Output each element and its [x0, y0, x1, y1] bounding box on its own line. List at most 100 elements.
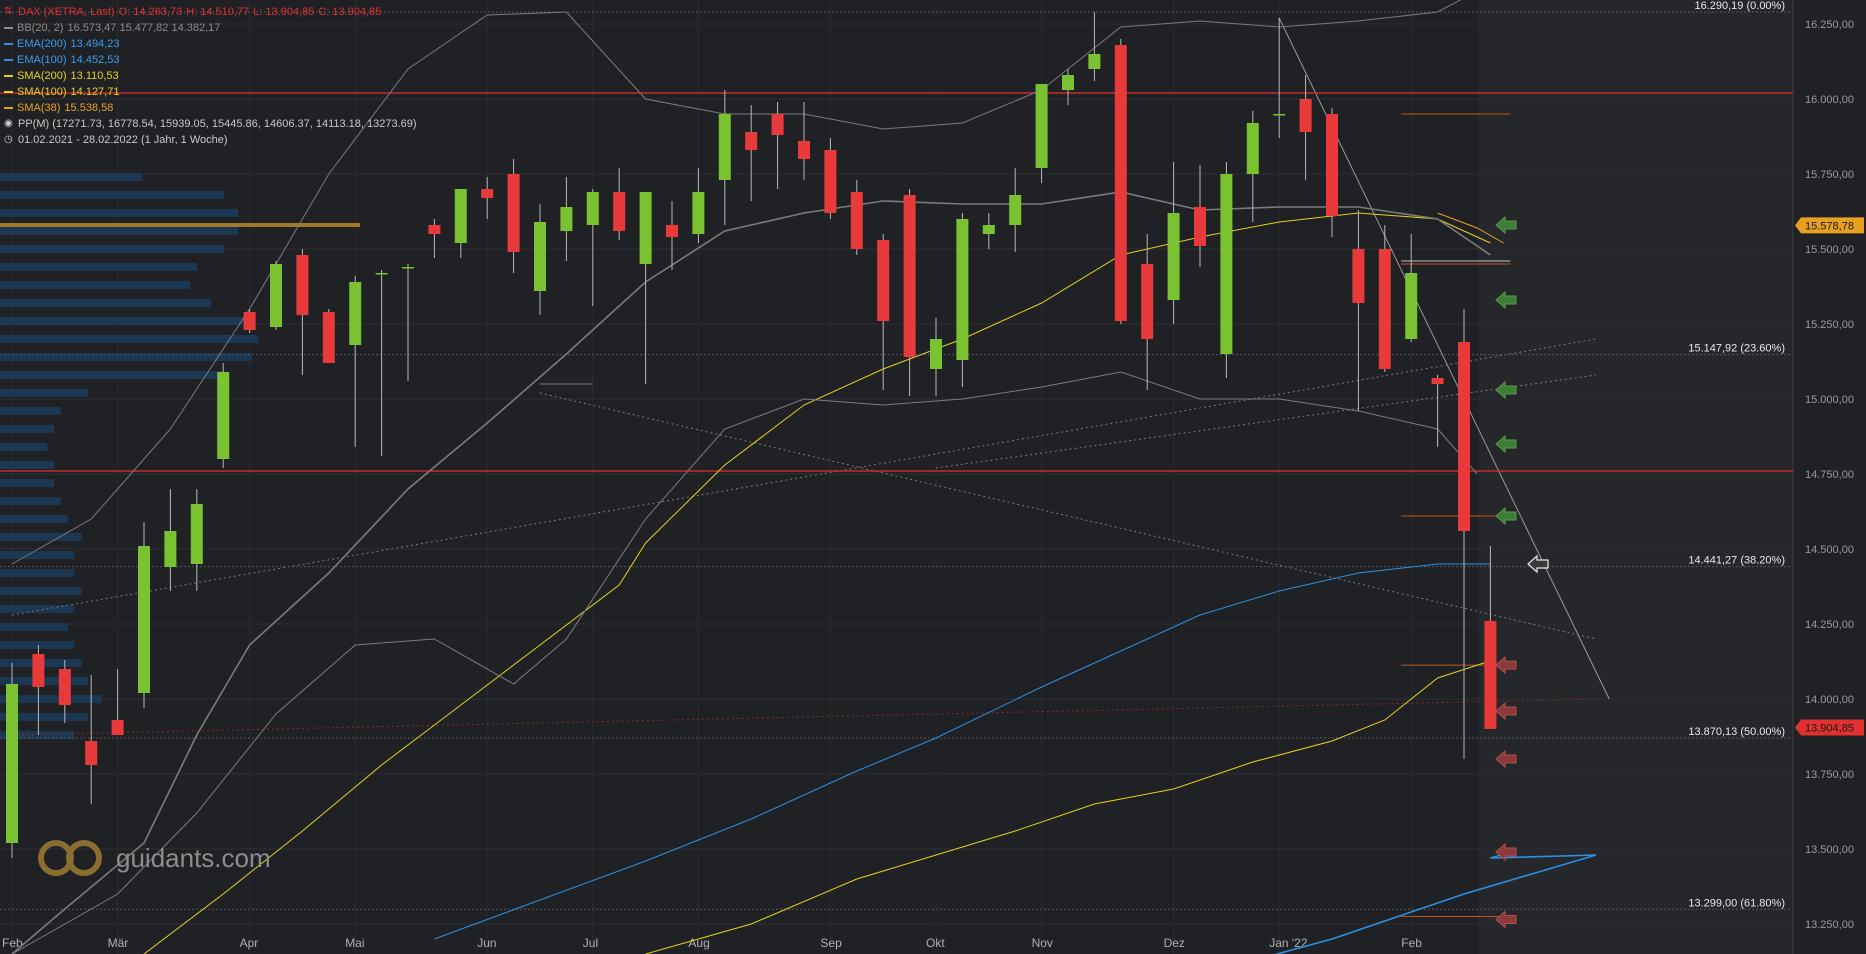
volume-profile-bar	[0, 515, 68, 523]
green-arrow-icon	[1495, 434, 1517, 454]
indicator-label: EMA(100)	[17, 54, 67, 66]
volume-profile-bar	[0, 245, 225, 253]
legend-indicator-ema200[interactable]: EMA(200) 13.494,23	[4, 36, 417, 52]
candle-body	[1194, 207, 1206, 246]
volume-profile-bar	[0, 623, 68, 631]
candle-body	[982, 225, 995, 234]
sma38-swatch	[4, 107, 13, 109]
y-tick-label: 14.750,00	[1805, 469, 1854, 481]
guidants-logo: guidants.com	[36, 838, 271, 878]
candle-body	[507, 174, 520, 252]
volume-profile-bar	[0, 263, 198, 271]
indicator-line-sma-38-	[1437, 212, 1504, 244]
price-tag-label: 15.578,78	[1805, 220, 1854, 232]
candle-body	[1088, 54, 1101, 69]
volume-profile-bar	[0, 569, 75, 577]
volume-profile-bar	[0, 641, 75, 649]
legend-close: C: 13.904,85	[318, 6, 382, 18]
indicator-label: EMA(200)	[17, 38, 67, 50]
candle-body	[956, 219, 969, 360]
y-tick-label: 15.500,00	[1805, 244, 1854, 256]
current-week-band	[1478, 0, 1793, 954]
trend-line	[11, 698, 1597, 736]
candle-body	[454, 189, 467, 243]
legend-indicator-sma100[interactable]: SMA(100) 14.127,71	[4, 84, 417, 100]
volume-profile-bar	[0, 407, 61, 415]
candle-body	[1035, 84, 1048, 168]
volume-profile-bar	[0, 443, 48, 451]
legend-indicator-sma38[interactable]: SMA(38) 15.538,58	[4, 100, 417, 116]
legend-range-row[interactable]: ◷ 01.02.2021 - 28.02.2022 (1 Jahr, 1 Woc…	[4, 132, 417, 148]
volume-profile-bar	[0, 713, 89, 721]
fib-level-label: 13.299,00 (61.80%)	[1688, 897, 1785, 909]
y-tick-label: 15.250,00	[1805, 319, 1854, 331]
price-tag	[1795, 719, 1864, 736]
volume-profile-bar	[0, 425, 55, 433]
candle-body	[349, 282, 362, 345]
volume-profile-bar	[0, 605, 75, 613]
green-arrow-icon	[1495, 506, 1517, 526]
x-tick-label: Dez	[1164, 936, 1185, 950]
candle-body	[481, 189, 494, 198]
candle-body	[58, 669, 71, 705]
trend-line	[539, 392, 1597, 640]
volume-profile-bar	[0, 479, 55, 487]
volume-profile-bar	[0, 461, 55, 469]
volume-profile-bar	[0, 209, 239, 217]
indicator-line-bb-lower	[11, 371, 1478, 954]
red-arrow-icon	[1495, 749, 1517, 769]
legend-range: 01.02.2021 - 28.02.2022 (1 Jahr, 1 Woche…	[18, 134, 228, 146]
legend-pivot-row[interactable]: ◉ PP(M) (17271.73, 16778.54, 15939.05, 1…	[4, 116, 417, 132]
candle-body	[666, 225, 678, 237]
x-tick-label: Jun	[477, 936, 496, 950]
candle-body	[1484, 621, 1497, 729]
indicator-line-ema-200-	[1273, 849, 1597, 954]
candle-body	[1273, 114, 1286, 116]
x-tick-label: Aug	[688, 936, 709, 950]
legend-indicator-sma200[interactable]: SMA(200) 13.110,53	[4, 68, 417, 84]
candle-body	[1114, 45, 1127, 321]
candle-body	[1141, 264, 1154, 339]
volume-profile-bar	[0, 371, 225, 379]
candle-body	[1167, 213, 1180, 300]
indicator-line-bb-upper	[11, 0, 1462, 565]
candle-body	[322, 312, 335, 363]
candle-body	[903, 195, 916, 357]
y-tick-label: 13.500,00	[1805, 844, 1854, 856]
legend-indicator-bb[interactable]: BB(20, 2) 16.573,47 15.477,82 14.382,17	[4, 20, 417, 36]
red-arrow-icon	[1495, 910, 1517, 929]
price-tag-label: 13.904,85	[1805, 723, 1854, 735]
candle-body	[1009, 195, 1022, 225]
candle-body	[138, 546, 150, 693]
volume-profile	[0, 173, 360, 739]
trend-line	[935, 374, 1597, 469]
volume-profile-bar	[0, 497, 61, 505]
x-tick-label: Feb	[2, 936, 23, 950]
volume-profile-bar	[0, 299, 211, 307]
x-tick-label: Mai	[345, 936, 364, 950]
price-axis-background	[1793, 0, 1866, 954]
indicator-line-sma-100-	[143, 212, 1491, 954]
legend-low: L: 13.904,85	[253, 6, 315, 18]
y-tick-label: 15.000,00	[1805, 394, 1854, 406]
x-tick-label: Jan '22	[1269, 936, 1308, 950]
candle-body	[402, 267, 414, 269]
indicator-label: BB(20, 2)	[17, 22, 64, 34]
volume-profile-bar	[0, 533, 82, 541]
candle-body	[586, 192, 599, 225]
indicator-values: 13.110,53	[70, 70, 119, 82]
green-arrow-icon	[1495, 290, 1517, 310]
candle-body	[1220, 174, 1233, 354]
y-tick-label: 13.750,00	[1805, 769, 1854, 781]
candle-body	[930, 339, 942, 369]
candle-body	[639, 192, 652, 264]
indicator-values: 14.452,53	[70, 54, 120, 66]
fib-level-label: 14.441,27 (38.20%)	[1688, 555, 1785, 567]
legend-indicator-ema100[interactable]: EMA(100) 14.452,53	[4, 52, 417, 68]
y-tick-label: 14.000,00	[1805, 694, 1854, 706]
indicator-line-ema-100-	[434, 563, 1491, 940]
y-tick-label: 16.000,00	[1805, 94, 1854, 106]
candle-body	[1062, 75, 1074, 90]
sma100-swatch	[4, 91, 13, 93]
